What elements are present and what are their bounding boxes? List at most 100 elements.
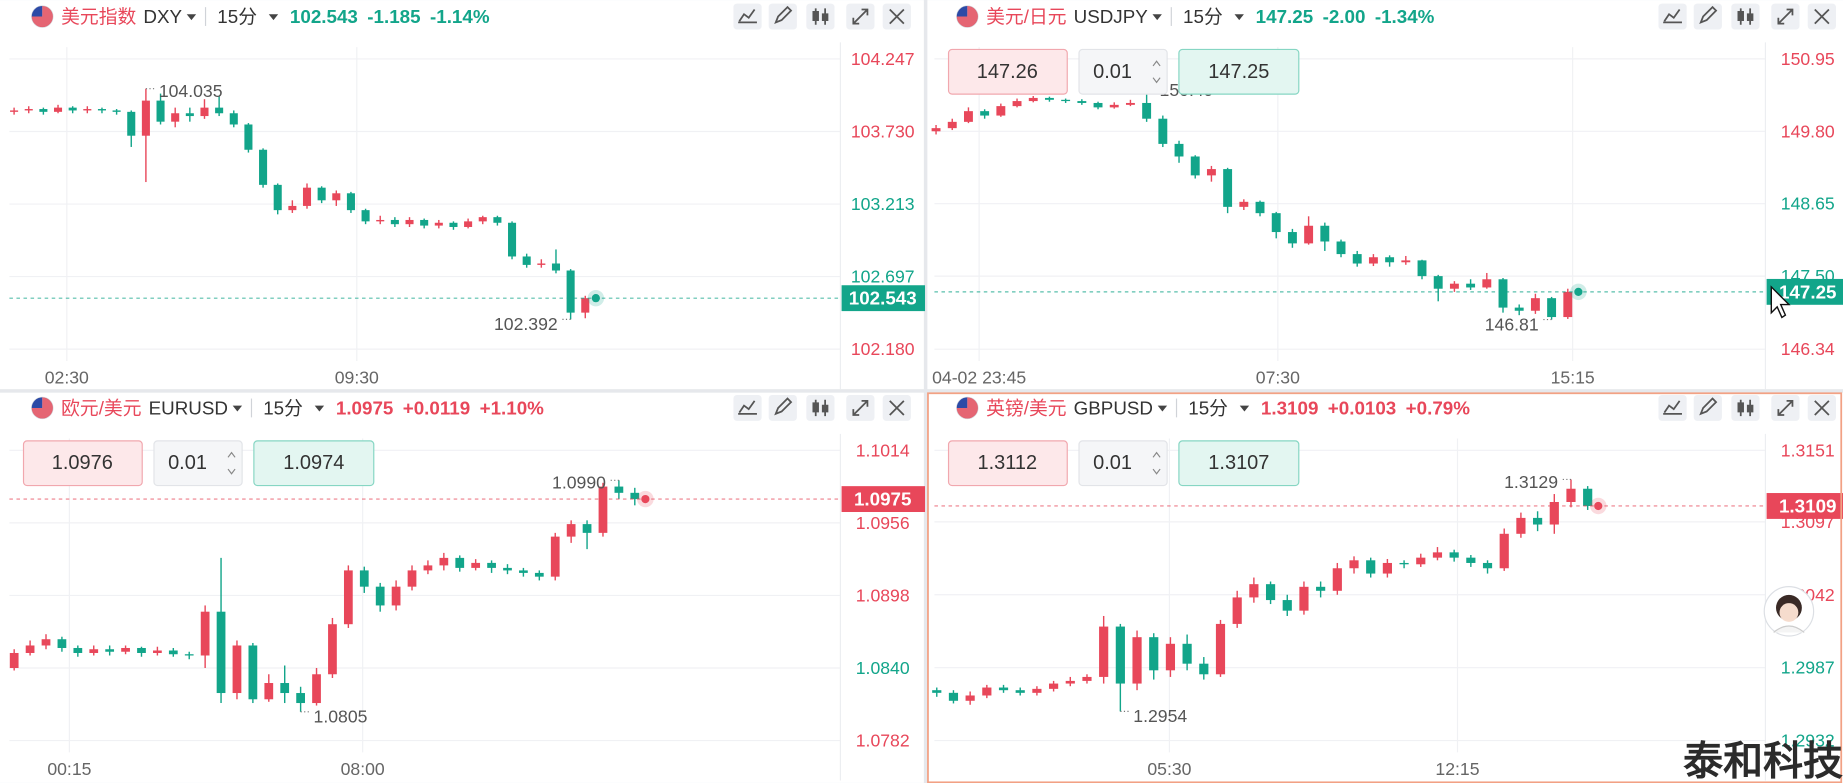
candle-body xyxy=(1032,688,1042,693)
interval[interactable]: 15分 xyxy=(1183,6,1223,27)
candle-body xyxy=(551,263,561,271)
toolbar-button[interactable] xyxy=(1731,395,1760,421)
candle-body xyxy=(200,107,209,117)
candle-body xyxy=(948,692,959,701)
spinner xyxy=(1152,451,1161,475)
toolbar-button[interactable] xyxy=(768,395,797,421)
last-price-tag xyxy=(1766,493,1843,519)
candle-body xyxy=(1125,102,1135,105)
candle-body xyxy=(248,645,258,700)
toolbar-icon xyxy=(1814,400,1830,416)
toolbar-button[interactable] xyxy=(1693,395,1722,421)
candle-body xyxy=(24,109,33,111)
x-tick-label: 05:30 xyxy=(1147,759,1191,779)
candle-body xyxy=(391,586,401,606)
candle-body xyxy=(296,693,305,704)
avatar-face xyxy=(1779,603,1799,622)
sell-button[interactable] xyxy=(22,440,143,487)
candle-body xyxy=(1249,584,1259,598)
candle-body xyxy=(57,639,67,648)
watermark: 泰和科技 xyxy=(1683,740,1843,783)
candle-body xyxy=(184,654,194,656)
sell-button[interactable] xyxy=(947,48,1068,95)
toolbar-button[interactable] xyxy=(806,395,835,421)
dropdown-arrow xyxy=(186,14,197,21)
last-price-label: 147.25 xyxy=(1779,281,1837,302)
candle-body xyxy=(1142,102,1152,119)
y-tick-label: 148.65 xyxy=(1781,194,1835,214)
candle-body xyxy=(73,647,83,653)
candle-body xyxy=(1206,169,1216,176)
dropdown-arrow xyxy=(1157,405,1168,412)
candle-body xyxy=(947,121,957,129)
quantity-input[interactable] xyxy=(1078,48,1168,95)
candle-body xyxy=(1449,283,1459,289)
candle-body xyxy=(25,645,35,653)
interval[interactable]: 15分 xyxy=(1188,397,1228,418)
candle-body xyxy=(963,111,973,122)
symbol[interactable]: USDJPY xyxy=(1074,6,1149,27)
charts: 美元指数 DXY 15分 102.543 -1.185 -1.14% 104.247 103.… xyxy=(9,3,1843,781)
candle-body xyxy=(317,187,326,201)
toolbar-icon xyxy=(1663,400,1682,415)
quantity: 0.01 xyxy=(168,452,207,474)
toolbar-button[interactable] xyxy=(806,3,835,30)
interval[interactable]: 15分 xyxy=(217,6,257,27)
candle-body xyxy=(1549,501,1559,525)
candle-body xyxy=(1282,600,1292,611)
buy-button[interactable] xyxy=(253,440,375,487)
candle-body xyxy=(121,647,130,652)
candle-body xyxy=(1368,257,1378,264)
y-tick-label: 1.0840 xyxy=(856,658,910,678)
candle-body xyxy=(508,222,517,257)
header-change-pct: +0.79% xyxy=(1406,397,1471,418)
symbol[interactable]: DXY xyxy=(143,6,182,27)
dropdown-arrow xyxy=(1234,14,1244,21)
candle-body xyxy=(996,106,1006,116)
chart-panel: 美元指数 DXY 15分 102.543 -1.185 -1.14% 104.247 103.… xyxy=(9,3,926,390)
x-tick-label: 12:15 xyxy=(1435,759,1479,779)
candle-body xyxy=(361,210,370,222)
candle-body xyxy=(1149,637,1159,671)
buy-button[interactable] xyxy=(1178,440,1300,487)
candle-body xyxy=(332,193,341,201)
chart-panel: 美元/日元 USDJPY 15分 147.25 -2.00 -1.34% 150.95 149… xyxy=(931,3,1843,390)
candle-body xyxy=(302,187,312,206)
x-tick-label: 04-02 23:45 xyxy=(932,367,1026,387)
header-change: -1.185 xyxy=(367,6,420,27)
buy-button[interactable] xyxy=(1178,48,1300,95)
candle-body xyxy=(346,193,355,211)
instrument-name: 美元指数 xyxy=(61,6,136,27)
y-tick-label: 1.2987 xyxy=(1781,658,1835,678)
y-tick-label: 1.0782 xyxy=(856,731,910,751)
candle-body xyxy=(1332,568,1342,591)
candle-body xyxy=(1563,291,1573,318)
toolbar-icon xyxy=(1699,5,1718,25)
interval[interactable]: 15分 xyxy=(263,397,303,418)
candle-body xyxy=(582,524,592,533)
candle-body xyxy=(449,222,458,227)
quantity-input[interactable] xyxy=(1078,440,1168,487)
candle-body xyxy=(1466,283,1476,288)
symbol[interactable]: EURUSD xyxy=(149,397,228,418)
flag xyxy=(31,5,43,17)
symbol[interactable]: GBPUSD xyxy=(1074,397,1153,418)
candle-body xyxy=(598,486,608,533)
y-tick-label: 102.180 xyxy=(851,339,915,359)
candle-body xyxy=(1215,623,1226,675)
x-tick-label: 09:30 xyxy=(335,367,379,387)
flag xyxy=(956,397,968,408)
sell-price: 147.26 xyxy=(977,61,1038,83)
toolbar-button[interactable] xyxy=(1693,3,1722,30)
toolbar-icon xyxy=(774,397,793,416)
flag xyxy=(31,397,53,419)
sell-button[interactable] xyxy=(947,440,1068,487)
toolbar-button[interactable] xyxy=(1731,3,1760,30)
candle-body xyxy=(1547,298,1557,318)
last-price-label: 102.543 xyxy=(849,288,917,309)
y-tick-label: 146.34 xyxy=(1781,339,1835,359)
toolbar-button[interactable] xyxy=(768,3,797,30)
candle-body xyxy=(127,111,136,136)
quantity-input[interactable] xyxy=(153,440,243,487)
last-price-label: 1.3109 xyxy=(1779,495,1837,516)
